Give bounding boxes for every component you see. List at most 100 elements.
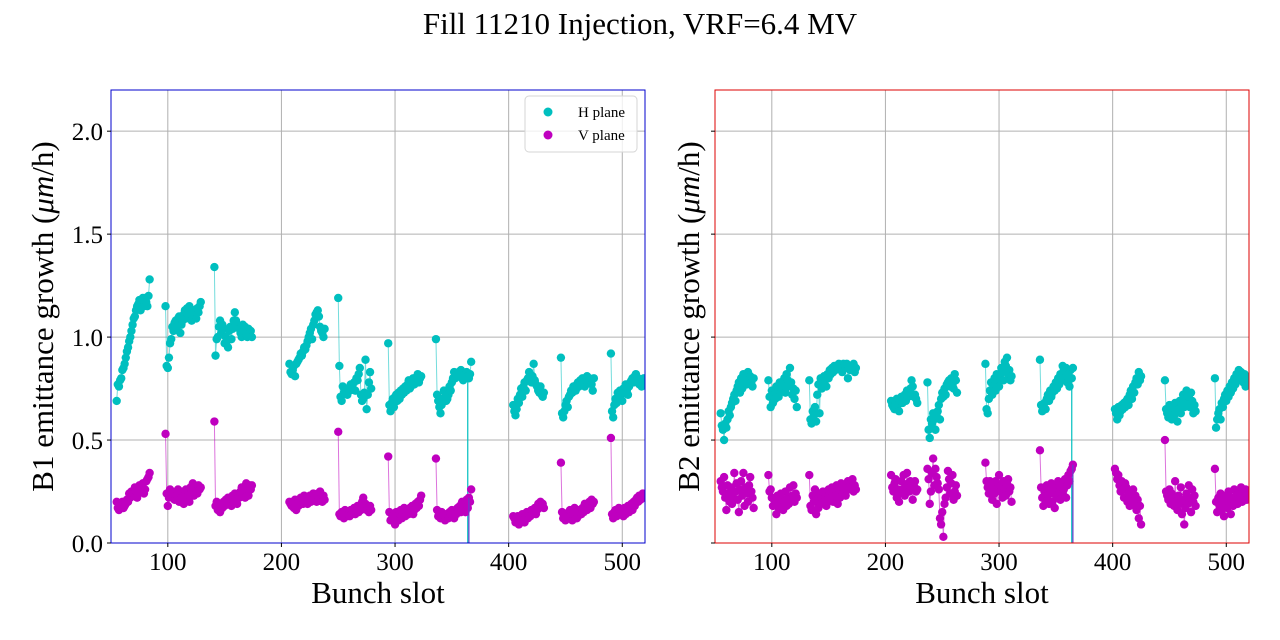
v-plane-point bbox=[1242, 495, 1249, 504]
h-plane-point bbox=[981, 359, 990, 369]
v-plane-point bbox=[766, 485, 775, 494]
h-plane-point bbox=[334, 293, 343, 303]
v-plane-point bbox=[163, 501, 173, 511]
h-plane-point bbox=[431, 334, 441, 344]
v-plane-point bbox=[792, 493, 802, 502]
h-plane-point bbox=[951, 376, 961, 385]
v-plane-point bbox=[851, 485, 861, 494]
h-plane-point bbox=[618, 396, 627, 406]
b2-axes-frame bbox=[714, 89, 1250, 544]
h-plane-point bbox=[851, 363, 861, 373]
h-plane-point bbox=[913, 398, 922, 408]
h-plane-point bbox=[446, 386, 455, 395]
v-plane-point bbox=[748, 493, 757, 502]
h-plane-point bbox=[764, 376, 773, 385]
b2-panel: 100 200 300 400 500 Bunch slot B2 emittance … bbox=[671, 89, 1250, 610]
y-tick-label: 0.5 bbox=[72, 428, 103, 455]
v-plane-point bbox=[1186, 507, 1196, 517]
v-plane-point bbox=[639, 493, 645, 502]
h-plane-point bbox=[935, 415, 945, 424]
h-plane-point bbox=[144, 291, 153, 301]
v-plane-point bbox=[928, 454, 938, 463]
h-plane-point bbox=[355, 363, 365, 373]
v-plane-point bbox=[1176, 483, 1186, 492]
h-plane-point bbox=[556, 353, 566, 362]
v-plane-point bbox=[764, 470, 773, 480]
v-plane-point bbox=[1114, 470, 1123, 480]
h-plane-point bbox=[163, 363, 173, 373]
b1-ticks: 100 200 300 400 500 0.0 0.5 1.0 1.5 2.0 bbox=[72, 119, 641, 576]
v-plane-point bbox=[739, 468, 748, 478]
h-plane-point bbox=[1007, 372, 1016, 381]
v-plane-point bbox=[938, 507, 947, 517]
h-plane-point bbox=[815, 409, 824, 418]
h-plane-point bbox=[210, 262, 219, 272]
v-plane-point bbox=[734, 507, 744, 517]
h-plane-point bbox=[994, 382, 1004, 391]
h-plane-point bbox=[941, 390, 950, 399]
v-plane-point bbox=[1006, 483, 1015, 492]
h-plane-point bbox=[894, 407, 904, 416]
h-plane-point bbox=[925, 433, 934, 443]
h-plane-point bbox=[314, 312, 324, 321]
v-plane-point bbox=[1003, 474, 1013, 484]
b2-grid bbox=[715, 90, 1249, 544]
v-plane-point bbox=[384, 452, 393, 461]
h-plane-point bbox=[1065, 382, 1074, 391]
h-plane-point bbox=[362, 404, 371, 414]
v-plane-point bbox=[926, 487, 936, 496]
v-plane-point bbox=[1007, 497, 1016, 507]
h-plane-point bbox=[164, 353, 174, 362]
y-tick-label: 1.0 bbox=[72, 325, 103, 352]
b1-panel: 100 200 300 400 500 0.0 0.5 1.0 1.5 2.0 Bunch slo… bbox=[25, 89, 646, 610]
h-plane-point bbox=[518, 392, 527, 402]
h-plane-point bbox=[1124, 400, 1133, 410]
b2-x-axis-label: Bunch slot bbox=[915, 575, 1049, 610]
h-plane-point bbox=[748, 382, 757, 391]
x-tick-label: 500 bbox=[604, 549, 642, 576]
v-plane-point bbox=[749, 503, 758, 513]
h-plane-point bbox=[211, 351, 220, 360]
v-plane-point bbox=[1050, 503, 1059, 513]
v-plane-point bbox=[1226, 509, 1236, 519]
h-plane-point bbox=[112, 396, 121, 406]
h-plane-point bbox=[307, 334, 317, 344]
h-plane-point bbox=[811, 417, 821, 426]
v-plane-point bbox=[466, 485, 476, 494]
h-plane-point bbox=[223, 343, 233, 352]
v-plane-point bbox=[320, 495, 329, 504]
b1-y-label-unit: μm bbox=[25, 176, 60, 215]
h-plane-point bbox=[1211, 423, 1221, 432]
v-plane-point bbox=[1177, 509, 1187, 519]
v-plane-point bbox=[746, 472, 755, 482]
h-plane-point bbox=[196, 297, 205, 307]
h-plane-point bbox=[529, 359, 538, 369]
h-plane-point bbox=[1041, 404, 1050, 414]
b1-h-plane-series bbox=[112, 262, 645, 543]
v-plane-point bbox=[981, 458, 990, 467]
h-plane-point bbox=[539, 388, 549, 397]
v-plane-point bbox=[1190, 491, 1199, 500]
b2-y-label-pre: B2 emittance growth ( bbox=[671, 214, 706, 492]
h-plane-point bbox=[320, 324, 329, 334]
b2-v-plane-series bbox=[716, 435, 1249, 543]
h-plane-point bbox=[1067, 374, 1076, 383]
h-plane-point bbox=[749, 374, 758, 383]
h-plane-point bbox=[365, 367, 375, 377]
x-tick-label: 100 bbox=[753, 549, 791, 576]
h-plane-point bbox=[247, 332, 257, 342]
v-plane-point bbox=[132, 493, 142, 502]
h-plane-point bbox=[176, 328, 185, 338]
h-plane-point bbox=[792, 402, 802, 412]
v-plane-point bbox=[924, 474, 933, 484]
h-plane-point bbox=[1243, 376, 1249, 385]
b2-h-plane-series bbox=[716, 353, 1249, 543]
v-plane-point bbox=[931, 464, 940, 474]
h-plane-point bbox=[161, 302, 170, 311]
h-plane-point bbox=[1216, 415, 1225, 424]
h-plane-point bbox=[716, 409, 725, 418]
h-plane-point bbox=[725, 411, 734, 420]
h-plane-point bbox=[639, 374, 645, 383]
h-plane-point bbox=[117, 374, 126, 383]
y-tick-label: 1.5 bbox=[72, 222, 103, 249]
